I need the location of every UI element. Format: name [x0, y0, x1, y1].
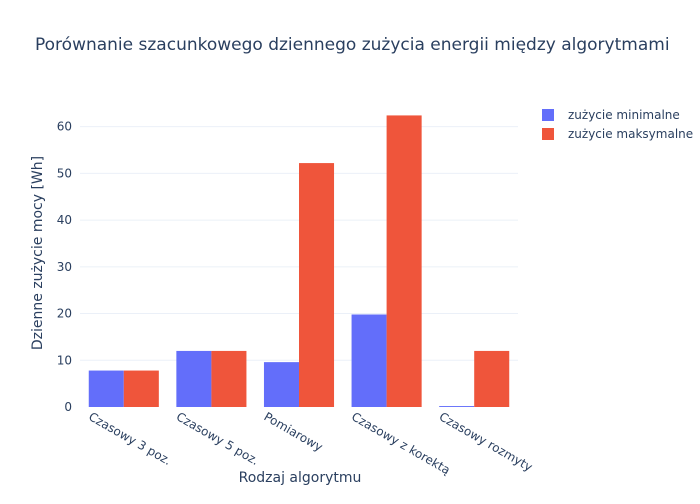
- y-tick-label: 20: [57, 307, 72, 321]
- legend-label-1[interactable]: zużycie maksymalne: [568, 127, 693, 141]
- bar-min-4[interactable]: [439, 406, 475, 407]
- bar-max-1[interactable]: [211, 350, 247, 407]
- legend[interactable]: zużycie minimalne zużycie maksymalne: [542, 108, 693, 141]
- bar-min-3[interactable]: [351, 314, 387, 407]
- x-axis-label: Rodzaj algorytmu: [239, 470, 362, 486]
- chart-title: Porównanie szacunkowego dziennego zużyci…: [35, 35, 670, 55]
- y-tick-label: 50: [57, 166, 72, 180]
- legend-swatch-0[interactable]: [542, 109, 554, 121]
- y-tick-label: 0: [64, 400, 72, 414]
- y-axis-ticks: 0 10 20 30 40 50 60: [57, 120, 72, 414]
- y-axis-label: Dzienne zużycie mocy [Wh]: [30, 156, 46, 350]
- bar-max-2[interactable]: [299, 163, 335, 407]
- bars: [88, 115, 510, 407]
- bar-max-3[interactable]: [386, 115, 422, 407]
- y-tick-label: 40: [57, 213, 72, 227]
- bar-min-1[interactable]: [176, 350, 212, 407]
- legend-swatch-1[interactable]: [542, 128, 554, 140]
- y-tick-label: 30: [57, 260, 72, 274]
- bar-max-4[interactable]: [474, 350, 510, 407]
- legend-label-0[interactable]: zużycie minimalne: [568, 108, 680, 122]
- y-tick-label: 60: [57, 120, 72, 134]
- bar-min-2[interactable]: [263, 362, 299, 407]
- bar-max-0[interactable]: [123, 370, 159, 407]
- bar-min-0[interactable]: [88, 370, 124, 407]
- y-tick-label: 10: [57, 353, 72, 367]
